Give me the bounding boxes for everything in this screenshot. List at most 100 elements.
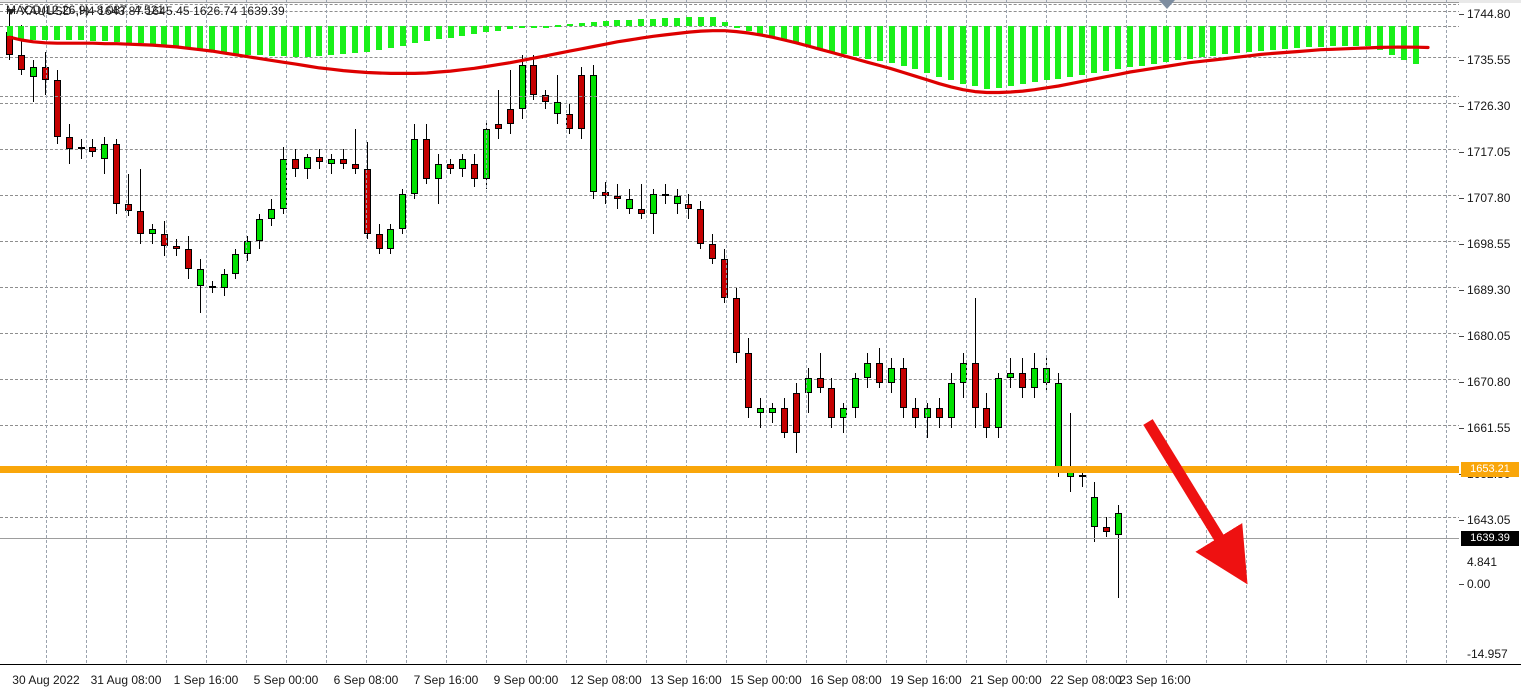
- candlestick: [113, 0, 121, 551]
- macd-histogram-bar: [530, 26, 537, 29]
- candle-body: [852, 378, 860, 408]
- macd-histogram-bar: [1091, 26, 1098, 73]
- candle-body: [1031, 368, 1039, 388]
- price-axis-tick: [1459, 382, 1464, 383]
- time-axis-tick-label: 19 Sep 16:00: [890, 673, 962, 687]
- time-axis-tick-label: 9 Sep 00:00: [493, 673, 559, 687]
- candle-body: [649, 194, 657, 214]
- resistance-level-tag[interactable]: 1653.21: [1461, 462, 1519, 478]
- macd-time-gridline: [326, 0, 327, 698]
- macd-histogram-bar: [423, 26, 430, 42]
- macd-time-gridline: [646, 0, 647, 698]
- candle-body: [29, 67, 37, 78]
- macd-histogram-bar: [1377, 26, 1384, 51]
- candle-body: [1019, 373, 1027, 388]
- macd-histogram-bar: [113, 26, 120, 42]
- time-axis-tick-label: 12 Sep 08:00: [570, 673, 642, 687]
- macd-time-gridline: [246, 0, 247, 698]
- price-gridline: [0, 517, 1521, 518]
- macd-histogram-bar: [960, 26, 967, 84]
- macd-time-gridline: [166, 0, 167, 698]
- candle-body: [613, 196, 621, 199]
- candlestick: [208, 0, 216, 551]
- candle-body: [590, 74, 598, 192]
- macd-histogram-bar: [602, 20, 609, 27]
- macd-histogram-bar: [1329, 26, 1336, 47]
- time-axis-tick-label: 21 Sep 00:00: [970, 673, 1042, 687]
- candlestick: [53, 0, 61, 551]
- candle-body: [864, 363, 872, 378]
- macd-gridline: [0, 4, 1521, 5]
- candlestick: [470, 0, 478, 551]
- candle-body: [470, 164, 478, 180]
- macd-time-gridline: [1406, 0, 1407, 698]
- candle-body: [89, 146, 97, 152]
- candlestick: [387, 0, 395, 551]
- macd-histogram-bar: [197, 26, 204, 50]
- macd-time-gridline: [1206, 0, 1207, 698]
- candlestick: [506, 0, 514, 551]
- macd-histogram-bar: [483, 26, 490, 33]
- macd-histogram-bar: [1305, 26, 1312, 48]
- candle-wick: [819, 353, 821, 393]
- price-gridline: [0, 287, 1521, 288]
- candle-body: [220, 273, 228, 289]
- macd-time-gridline: [526, 0, 527, 698]
- candlestick: [995, 0, 1003, 551]
- macd-histogram-bar: [1258, 26, 1265, 51]
- candle-body: [816, 378, 824, 388]
- chevron-down-icon[interactable]: [6, 8, 16, 15]
- macd-histogram-bar: [1067, 26, 1074, 77]
- resistance-level-line[interactable]: [0, 466, 1459, 474]
- macd-histogram-bar: [209, 26, 216, 52]
- time-axis[interactable]: 30 Aug 2022 31 Aug 08:00 1 Sep 16:00 5 Sep …: [0, 664, 1521, 698]
- macd-histogram-bar: [495, 26, 502, 31]
- macd-histogram-bar: [554, 24, 561, 27]
- candle-body: [1078, 474, 1086, 478]
- macd-histogram-bar: [912, 26, 919, 70]
- macd-time-gridline: [686, 0, 687, 698]
- current-price-tag[interactable]: 1639.39: [1461, 531, 1519, 547]
- candlestick: [649, 0, 657, 551]
- candlestick: [816, 0, 824, 551]
- macd-histogram-bar: [566, 23, 573, 27]
- candle-body: [113, 144, 121, 204]
- candle-wick: [330, 154, 332, 175]
- candlestick: [77, 0, 85, 551]
- candlestick: [935, 0, 943, 551]
- price-axis-tick-label: 1643.05: [1467, 513, 1511, 527]
- price-axis-tick: [1459, 244, 1464, 245]
- candlestick: [768, 0, 776, 551]
- candle-body: [160, 233, 168, 247]
- macd-time-gridline: [1286, 0, 1287, 698]
- candle-body: [900, 368, 907, 408]
- price-gridline: [0, 241, 1521, 242]
- candle-body: [661, 194, 669, 197]
- macd-time-gridline: [1326, 0, 1327, 698]
- candlestick: [1019, 0, 1027, 551]
- candle-body: [399, 194, 407, 229]
- candlestick: [613, 0, 621, 551]
- candle-body: [768, 407, 776, 413]
- macd-gridline: [0, 96, 1521, 97]
- candlestick: [780, 0, 788, 551]
- macd-histogram-bar: [650, 18, 657, 27]
- price-axis-tick-label: 1707.80: [1467, 191, 1511, 205]
- candle-body: [780, 407, 788, 433]
- macd-axis[interactable]: 4.841 0.00 -14.957: [1459, 555, 1521, 664]
- candlestick: [327, 0, 335, 551]
- macd-time-gridline: [966, 0, 967, 698]
- candle-wick: [509, 69, 511, 135]
- macd-time-gridline: [806, 0, 807, 698]
- macd-histogram-bar: [626, 19, 633, 27]
- candlestick: [888, 0, 896, 551]
- macd-histogram-bar: [137, 26, 144, 44]
- candle-wick: [771, 402, 773, 423]
- candle-body: [542, 94, 550, 102]
- candle-body: [244, 241, 252, 254]
- candle-body: [137, 211, 145, 234]
- candlestick: [458, 0, 466, 551]
- period-separator-marker-icon: [1159, 0, 1175, 9]
- price-axis-tick: [1459, 152, 1464, 153]
